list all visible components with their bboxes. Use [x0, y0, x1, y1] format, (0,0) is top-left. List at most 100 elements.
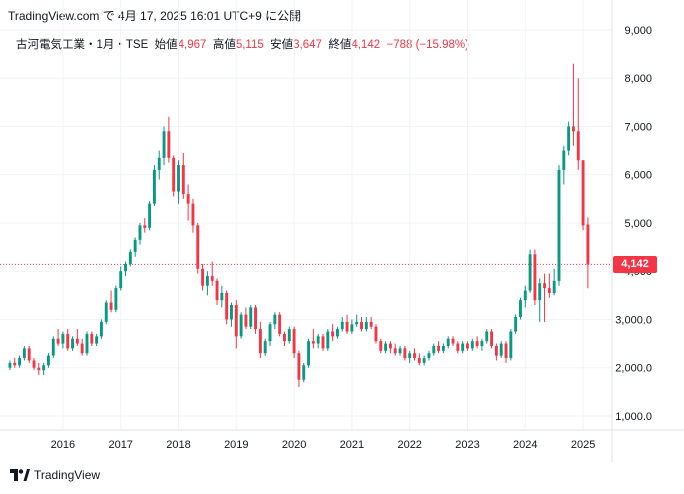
candle-body [239, 314, 243, 337]
candle-body [466, 343, 469, 349]
candle-body [350, 324, 354, 332]
candle-body [528, 254, 532, 291]
candle-body [234, 304, 238, 337]
candle-body [388, 343, 392, 349]
candle-body [533, 254, 537, 301]
candle-body [220, 292, 224, 301]
last-price-badge: 4,142 [613, 255, 657, 273]
high-value: 5,115 [235, 39, 264, 51]
open-value: 4,967 [177, 39, 207, 51]
candle-body [480, 341, 484, 346]
candle-body [393, 348, 397, 354]
tradingview-brand: TradingView [34, 468, 101, 482]
candle-body [499, 343, 503, 356]
x-tick-label: 2024 [513, 439, 537, 451]
symbol-name: 古河電気工業・1月・TSE [16, 39, 149, 51]
candle-body [441, 345, 445, 351]
candle-body [143, 225, 147, 228]
candle-body [316, 336, 320, 344]
x-tick-label: 2023 [455, 439, 479, 451]
candle-body [244, 314, 248, 327]
candle-body [51, 338, 55, 356]
candle-body [552, 280, 556, 293]
x-tick-label: 2020 [282, 439, 306, 451]
candle-body [379, 341, 383, 351]
candle-body [124, 263, 127, 272]
candle-body [196, 225, 200, 269]
change-value: −788 (−15.98%) [386, 39, 469, 51]
y-tick-label: 3,000.0 [615, 314, 652, 326]
candle-body [403, 348, 407, 359]
candle-body [456, 343, 460, 351]
candle-body [369, 321, 373, 327]
candle-body [417, 358, 421, 363]
candle-body [470, 341, 474, 349]
candle-body [490, 331, 494, 346]
candle-body [119, 271, 123, 289]
candle-body [292, 329, 296, 354]
candle-body [494, 345, 498, 356]
candle-body [514, 317, 518, 332]
candle-body [85, 333, 89, 354]
low-label: 安値 [270, 39, 294, 51]
candle-body [133, 239, 137, 252]
y-tick-label: 8,000 [624, 73, 652, 85]
candle-body [586, 224, 590, 265]
candle-body [109, 302, 113, 310]
x-tick-label: 2018 [166, 439, 190, 451]
candle-body [326, 331, 330, 349]
candle-body [523, 290, 527, 301]
candle-body [230, 304, 233, 320]
low-value: 3,647 [293, 39, 322, 51]
tradingview-logo-icon [10, 469, 30, 481]
candle-body [71, 338, 74, 349]
candle-body [571, 126, 575, 132]
candle-body [47, 355, 50, 366]
candle-body [172, 157, 176, 192]
candle-body [66, 333, 70, 349]
footer-brand: TradingView [10, 468, 100, 482]
candle-body [408, 353, 412, 359]
candle-body [576, 131, 580, 161]
candle-body [384, 343, 388, 351]
candle-body [538, 283, 542, 301]
candle-body [557, 169, 561, 281]
candle-body [32, 360, 36, 368]
candle-body [157, 157, 161, 170]
x-tick-label: 2021 [340, 439, 364, 451]
candle-body [331, 331, 335, 337]
candle-body [413, 353, 416, 359]
y-tick-label: 1,000.0 [615, 411, 652, 423]
candle-body [99, 321, 103, 337]
candle-body [287, 329, 291, 342]
x-tick-label: 2016 [51, 439, 75, 451]
candle-body [519, 300, 522, 318]
candle-body [451, 338, 455, 344]
candle-body [37, 367, 41, 371]
candle-body [321, 336, 325, 349]
candle-body [364, 321, 368, 330]
candle-body [13, 362, 17, 366]
candle-body [80, 343, 84, 354]
close-label: 終値 [328, 39, 352, 51]
publish-info: TradingView.com で 4月 17, 2025 16:01 UTC+… [8, 9, 302, 23]
candle-body [27, 348, 31, 361]
candle-body [543, 283, 546, 289]
candle-body [345, 321, 349, 332]
candle-body [547, 288, 551, 293]
candle-body [485, 331, 489, 342]
candle-body [8, 362, 12, 368]
y-tick-label: 9,000 [624, 25, 652, 37]
candle-body [335, 329, 339, 337]
candle-body [278, 314, 282, 334]
candle-body [152, 169, 156, 204]
close-value: 4,142 [351, 39, 381, 51]
candle-body [205, 276, 209, 286]
candle-body [340, 321, 344, 330]
candle-body [210, 276, 214, 281]
y-tick-label: 2,000.0 [615, 363, 652, 375]
candle-body [167, 131, 171, 158]
candle-body [215, 280, 219, 301]
candle-body [162, 131, 166, 158]
